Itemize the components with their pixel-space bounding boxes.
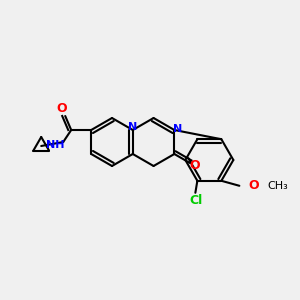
Text: O: O (189, 159, 200, 172)
Text: O: O (56, 103, 67, 116)
Text: N: N (128, 122, 137, 132)
Text: N: N (173, 124, 182, 134)
Text: O: O (248, 179, 259, 192)
Text: NH: NH (46, 140, 64, 150)
Text: Cl: Cl (190, 194, 203, 207)
Text: CH₃: CH₃ (267, 181, 288, 191)
